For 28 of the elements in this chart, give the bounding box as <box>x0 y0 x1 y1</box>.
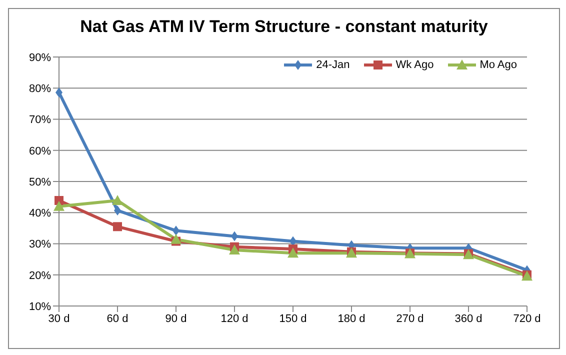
y-tick-label: 10% <box>28 300 52 313</box>
y-tick-label: 70% <box>28 114 52 126</box>
x-tick-label: 150 d <box>279 312 307 325</box>
y-tick-label: 80% <box>28 83 52 96</box>
point <box>170 234 182 244</box>
y-tick-label: 40% <box>28 208 52 220</box>
x-tick-label: 30 d <box>48 312 70 325</box>
y-tick-label: 50% <box>28 176 52 188</box>
legend-label: Mo Ago <box>478 59 517 71</box>
legend-label: Wk Ago <box>394 59 434 71</box>
chart-title: Nat Gas ATM IV Term Structure - constant maturity <box>79 17 489 38</box>
point <box>54 200 64 211</box>
y-tick-label: 30% <box>28 238 52 251</box>
legend-label: 24-Jan <box>315 59 350 71</box>
x-tick-label: 180 d <box>338 312 366 325</box>
y-tick-label: 20% <box>28 270 52 282</box>
point <box>288 248 298 258</box>
point <box>112 194 123 205</box>
x-tick-label: 90 d <box>165 312 187 325</box>
x-tick-label: 60 d <box>106 312 128 325</box>
x-tick-label: 270 d <box>396 312 424 325</box>
point <box>229 244 240 254</box>
x-tick-label: 120 d <box>220 312 248 325</box>
point <box>113 222 122 232</box>
x-tick-label: 720 d <box>513 312 541 325</box>
y-tick-label: 90% <box>28 52 52 64</box>
x-tick-label: 360 d <box>454 312 482 325</box>
y-tick-label: 60% <box>28 145 52 158</box>
